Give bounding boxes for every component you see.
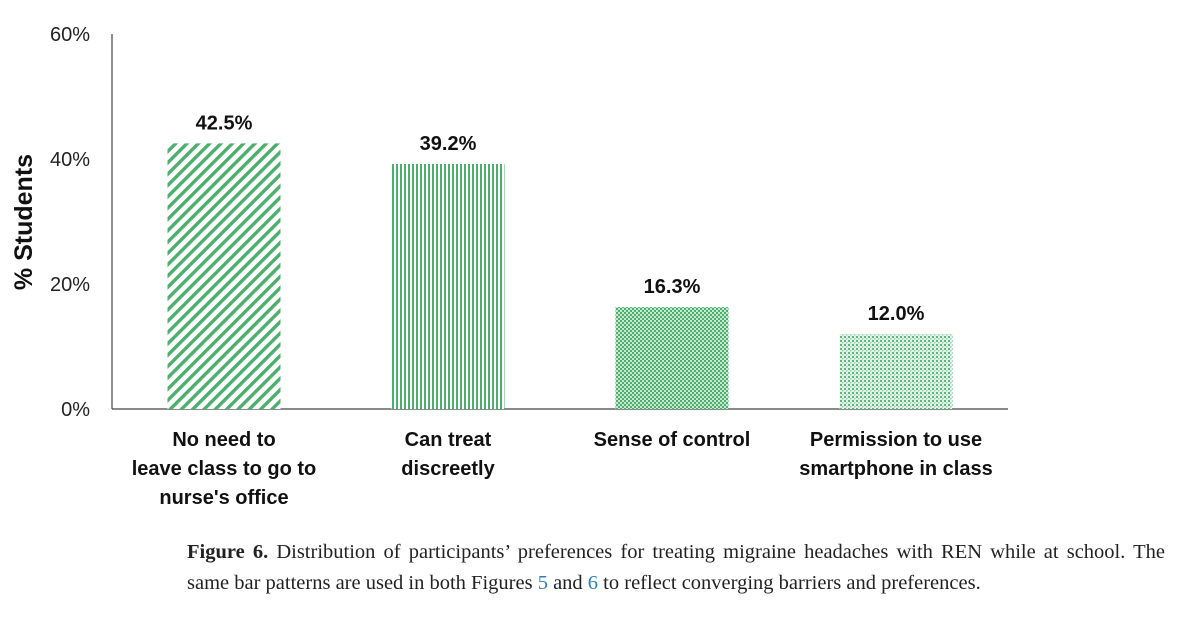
y-tick-label: 20% — [50, 274, 90, 296]
caption-label: Figure 6. — [187, 541, 269, 563]
x-tick-label: Can treat discreetly — [401, 429, 495, 480]
bar — [839, 334, 953, 409]
figure-caption: Figure 6. Distribution of participants’ … — [187, 537, 1165, 599]
figure-6-link[interactable]: 6 — [587, 572, 599, 594]
labels-group: 42.5% No need to leave class to go to nurse… — [132, 112, 993, 509]
y-tick-label: 60% — [50, 24, 90, 46]
x-tick-label: No need to leave class to go to nurse's of… — [132, 429, 317, 509]
data-label: 42.5% — [196, 112, 253, 134]
bar — [615, 307, 729, 409]
y-tick-label: 40% — [50, 149, 90, 171]
bar — [167, 143, 281, 409]
bar-chart: % Students 0% 20% 40% 60% 42.5% No need to le… — [10, 24, 1008, 509]
bar — [391, 164, 505, 409]
data-label: 39.2% — [420, 133, 477, 155]
data-label: 12.0% — [868, 303, 925, 325]
x-tick-label: Sense of control — [594, 429, 751, 451]
caption-text-end: to reflect converging barriers and prefe… — [598, 572, 981, 594]
caption-text: Distribution of participants’ preference… — [187, 541, 1165, 594]
figure-5-link[interactable]: 5 — [537, 572, 548, 594]
data-label: 16.3% — [644, 276, 701, 298]
x-tick-label: Permission to use smartphone in class — [799, 429, 992, 480]
bars-group — [167, 143, 953, 409]
caption-text-and: and — [547, 572, 588, 594]
y-tick-label: 0% — [61, 399, 90, 421]
y-axis-title: % Students — [10, 154, 38, 290]
